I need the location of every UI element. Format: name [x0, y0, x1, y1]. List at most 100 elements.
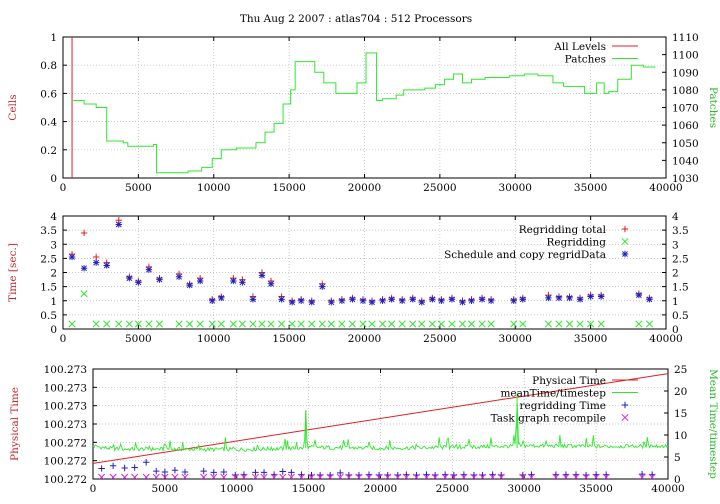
series-meantime-timestep: [93, 403, 668, 453]
panel-regrid-time: 0 5000 10000 15000 20000 25000 30000 35000 40000…: [7, 211, 689, 345]
data-point: [326, 473, 334, 479]
x-tick-label: 40000: [649, 333, 682, 345]
data-point: [98, 473, 106, 479]
data-point: [365, 473, 373, 479]
x-tick-label: 0: [60, 333, 67, 345]
x-tick-label: 35000: [574, 333, 607, 345]
data-point: [278, 320, 286, 328]
y2-tick-label: 15: [674, 408, 687, 420]
data-point: [422, 473, 431, 479]
data-point: [587, 293, 594, 300]
data-point: [240, 473, 248, 479]
y-tick-label: 0.5: [40, 310, 57, 322]
data-point: [638, 473, 646, 479]
x-tick-label: 10000: [197, 333, 230, 345]
data-point: [576, 320, 584, 328]
data-point: [409, 296, 416, 303]
data-point: [68, 320, 76, 328]
data-point: [249, 296, 257, 303]
data-point: [458, 320, 467, 328]
data-point: [349, 296, 356, 303]
y-tick-label: 0.2: [40, 145, 57, 157]
y-tick-label: 100.273: [44, 364, 87, 376]
y2-tick-label: 1.5: [672, 282, 689, 294]
data-point: [115, 221, 122, 228]
data-point: [345, 473, 353, 479]
data-point: [308, 320, 316, 328]
data-point: [155, 320, 164, 328]
data-point: [478, 320, 486, 328]
data-point: [186, 282, 193, 289]
series-schedule-and-copy-regriddata: [68, 221, 653, 306]
panel-physical-time: 0 5000 10000 15000 20000 25000 30000 35000 40000…: [9, 364, 719, 495]
data-point: [229, 320, 237, 328]
y2-tick-label: 1050: [672, 138, 699, 150]
data-point: [287, 473, 295, 479]
data-point: [131, 464, 138, 471]
data-point: [597, 320, 605, 328]
x-tick-label: 5000: [125, 333, 152, 345]
data-point: [338, 297, 346, 304]
y-tick-label: 100.272: [44, 474, 87, 486]
data-point: [519, 296, 526, 303]
y2-tick-label: 2: [672, 268, 679, 280]
data-point: [587, 320, 595, 328]
y-tick-label: 4: [50, 211, 57, 223]
y-tick-label: 100.273: [44, 382, 87, 394]
data-point: [218, 294, 225, 302]
x-tick-label: 0: [60, 182, 67, 194]
series-regridding: [68, 290, 653, 328]
data-point: [398, 320, 406, 328]
data-point: [297, 320, 305, 328]
series-physical-time: [93, 373, 668, 464]
data-point: [327, 320, 335, 328]
data-point: [441, 473, 449, 479]
data-point: [249, 320, 257, 328]
x-tick-label: 35000: [574, 182, 607, 194]
data-point: [602, 473, 610, 479]
data-point: [200, 473, 208, 479]
data-point: [142, 473, 150, 479]
data-point: [92, 259, 100, 266]
data-point: [135, 279, 142, 286]
y-tick-label: 0: [50, 324, 57, 336]
plot-area: [68, 217, 653, 328]
data-point: [220, 473, 228, 479]
data-point: [103, 262, 110, 269]
data-point: [217, 320, 225, 328]
x-tick-label: 35000: [579, 483, 612, 495]
x-tick-label: 15000: [292, 483, 325, 495]
data-point: [355, 473, 363, 479]
x-tick-label: 20000: [348, 333, 381, 345]
legend-label: Physical Time: [532, 375, 606, 387]
y2-tick-label: 1090: [672, 67, 699, 79]
data-point: [638, 470, 646, 478]
y-tick-label: 1.5: [40, 282, 57, 294]
y2-tick-label: 0: [672, 324, 679, 336]
data-point: [437, 320, 445, 328]
data-point: [196, 320, 204, 328]
data-point: [470, 473, 478, 479]
y-tick-label: 3.5: [40, 225, 57, 237]
data-point: [497, 473, 505, 479]
data-point: [80, 265, 88, 272]
data-point: [103, 320, 111, 328]
data-point: [418, 298, 425, 306]
data-point: [288, 469, 295, 476]
legend-label: Patches: [565, 54, 606, 66]
data-point: [270, 473, 278, 479]
data-point: [646, 296, 653, 303]
y-axis-label: Physical Time: [9, 387, 21, 461]
data-point: [297, 297, 305, 304]
data-point: [460, 473, 468, 479]
data-point: [572, 473, 580, 479]
data-point: [278, 296, 285, 303]
x-tick-label: 25000: [423, 182, 456, 194]
data-point: [279, 468, 286, 475]
data-point: [121, 473, 129, 479]
data-point: [175, 273, 183, 280]
y2-axis-label: Mean Time/timestep: [707, 369, 719, 479]
y2-tick-label: 10: [674, 430, 687, 442]
